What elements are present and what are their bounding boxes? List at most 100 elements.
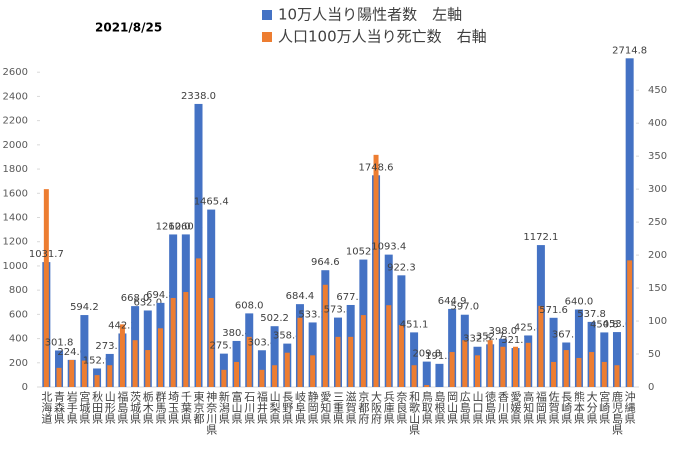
x-tick-label: 島根県 — [433, 390, 446, 425]
x-tick-label: 山梨県 — [268, 391, 281, 425]
y-tick-label: 1000 — [3, 261, 28, 272]
bar — [310, 355, 316, 387]
bar — [576, 357, 582, 387]
bar — [435, 363, 444, 387]
data-label: 694.8 — [146, 290, 175, 301]
x-tick-label: 京都府 — [357, 390, 370, 425]
bar — [196, 258, 202, 387]
x-tick-label: 山形県 — [103, 391, 116, 425]
bar — [614, 365, 620, 387]
bar — [132, 340, 138, 387]
bar — [424, 385, 430, 387]
y2-tick-label: 350 — [648, 151, 667, 162]
bar — [422, 361, 431, 387]
x-tick-label: 茨城県 — [129, 390, 142, 425]
bar — [549, 317, 558, 387]
x-tick-label: 沖縄県 — [623, 391, 636, 425]
y-tick-label: 2600 — [3, 67, 28, 78]
bar — [462, 340, 468, 387]
legend-swatch — [262, 10, 272, 20]
x-tick-label: 神奈川県 — [205, 390, 218, 436]
y-tick-label: 200 — [9, 358, 28, 369]
x-tick-label: 静岡県 — [306, 390, 319, 425]
y-tick-label: 1400 — [3, 213, 28, 224]
x-tick-label: 大阪府 — [370, 390, 383, 425]
x-tick-label: 岡山県 — [446, 391, 459, 425]
x-tick-label: 三重県 — [332, 391, 345, 425]
bar — [348, 336, 354, 387]
data-label: 303.4 — [248, 337, 277, 348]
bar — [500, 346, 506, 387]
x-tick-label: 石川県 — [243, 391, 256, 425]
bar — [170, 297, 176, 387]
y-tick-label: 0 — [22, 382, 28, 393]
bar — [563, 350, 569, 387]
bar — [411, 365, 417, 387]
x-tick-label: 高知県 — [522, 390, 535, 425]
data-label: 1031.7 — [29, 249, 64, 260]
y-tick-label: 1800 — [3, 164, 28, 175]
x-tick-label: 埼玉県 — [167, 390, 180, 425]
x-tick-label: 鹿児島県 — [610, 390, 623, 436]
bar — [448, 308, 457, 387]
x-tick-label: 秋田県 — [91, 390, 104, 425]
data-label: 358.4 — [273, 331, 302, 342]
bar — [272, 365, 278, 387]
bar — [297, 317, 303, 387]
data-label: 1093.4 — [371, 242, 406, 253]
x-tick-label: 福島県 — [116, 390, 129, 425]
bar — [259, 369, 265, 387]
data-label: 321.7 — [501, 335, 530, 346]
bar — [284, 352, 290, 387]
data-label: 332.5 — [463, 334, 492, 345]
x-tick-label: 北海道 — [40, 391, 53, 424]
chart-title: 2021/8/25 — [95, 21, 162, 35]
bar — [143, 310, 152, 387]
bar — [386, 305, 392, 387]
x-tick-label: 千葉県 — [179, 391, 192, 425]
bar — [589, 352, 595, 387]
legend-swatch — [262, 32, 272, 42]
data-label: 273.1 — [95, 341, 124, 352]
bar — [183, 292, 189, 387]
x-tick-label: 青森県 — [53, 391, 66, 425]
x-tick-label: 徳島県 — [484, 391, 497, 425]
bar — [107, 365, 113, 387]
data-label: 1465.4 — [194, 197, 229, 208]
x-tick-label: 福岡県 — [534, 390, 547, 425]
bar — [94, 375, 100, 387]
data-label: 442.2 — [108, 320, 137, 331]
x-tick-label: 岐阜県 — [293, 391, 306, 425]
bar — [601, 361, 607, 387]
bar — [322, 284, 328, 387]
bar — [145, 350, 151, 387]
data-label: 2338.0 — [181, 91, 216, 102]
data-label: 1172.1 — [523, 232, 558, 243]
x-tick-label: 長崎県 — [560, 391, 573, 425]
bar — [410, 332, 419, 387]
x-tick-label: 栃木県 — [141, 390, 154, 425]
data-label: 677.5 — [336, 292, 365, 303]
data-label: 367.6 — [552, 329, 581, 340]
data-label: 502.2 — [260, 313, 289, 324]
y-tick-label: 2400 — [3, 91, 28, 102]
bar — [335, 336, 341, 387]
data-label: 597.0 — [450, 302, 479, 313]
data-label: 640.0 — [565, 297, 594, 308]
bar — [538, 305, 544, 387]
data-label: 209.8 — [412, 349, 441, 360]
data-label: 191.2 — [425, 351, 454, 362]
data-label: 573.3 — [324, 305, 353, 316]
bar — [270, 326, 279, 387]
y-tick-label: 1200 — [3, 237, 28, 248]
x-tick-label: 長野県 — [281, 391, 294, 425]
data-label: 964.6 — [311, 257, 340, 268]
x-tick-label: 熊本県 — [572, 390, 585, 425]
x-tick-label: 富山県 — [230, 390, 243, 425]
y2-tick-label: 50 — [648, 349, 661, 360]
x-tick-label: 愛知県 — [319, 391, 332, 425]
legend-label: 人口100万人当り死亡数 右軸 — [278, 28, 487, 46]
data-label: 453.6 — [603, 319, 632, 330]
x-tick-label: 鳥取県 — [420, 390, 433, 425]
